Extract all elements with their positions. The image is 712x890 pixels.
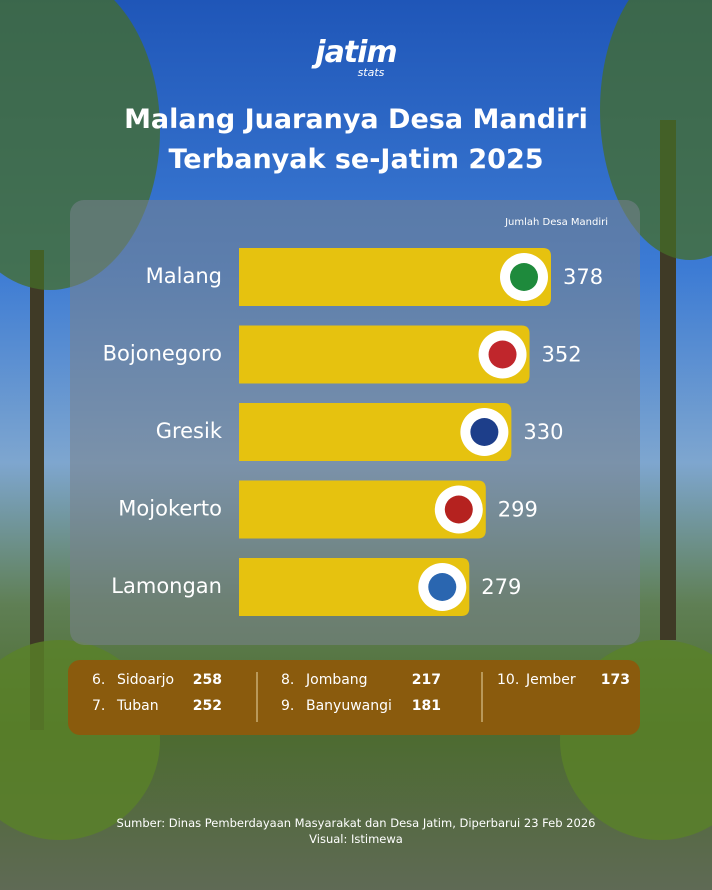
footer: Sumber: Dinas Pemberdayaan Masyarakat da… bbox=[0, 815, 712, 847]
region-value: 217 bbox=[412, 672, 441, 688]
rank: 9. bbox=[281, 698, 294, 714]
emblem-core bbox=[488, 340, 517, 369]
category-label: Lamongan bbox=[111, 574, 222, 598]
brand-tag: stats bbox=[357, 66, 385, 79]
tree bbox=[30, 250, 44, 730]
value-label: 279 bbox=[481, 575, 521, 599]
logo: jatim stats bbox=[0, 35, 712, 79]
axis-label: Jumlah Desa Mandiri bbox=[504, 217, 608, 228]
region-name: Banyuwangi bbox=[306, 698, 392, 714]
value-label: 378 bbox=[563, 265, 603, 289]
region-value: 252 bbox=[193, 698, 222, 714]
source: Sumber: Dinas Pemberdayaan Masyarakat da… bbox=[116, 816, 596, 830]
brand-name: jatim bbox=[315, 35, 397, 70]
bar bbox=[239, 403, 512, 461]
rank: 8. bbox=[281, 672, 294, 688]
value-label: 299 bbox=[498, 498, 538, 522]
emblem-core bbox=[428, 573, 457, 601]
rank: 6. bbox=[92, 672, 105, 688]
region-name: Sidoarjo bbox=[117, 672, 174, 688]
value-label: 330 bbox=[523, 420, 563, 444]
rank: 10. bbox=[497, 672, 519, 688]
region-name: Jember bbox=[525, 672, 576, 688]
rank: 7. bbox=[92, 698, 105, 714]
visual-credit: Visual: Istimewa bbox=[309, 832, 403, 846]
emblem-core bbox=[510, 263, 538, 291]
category-label: Mojokerto bbox=[118, 497, 222, 521]
bar bbox=[239, 480, 486, 539]
region-value: 173 bbox=[601, 672, 630, 688]
region-name: Tuban bbox=[116, 698, 159, 714]
value-label: 352 bbox=[542, 343, 582, 367]
bar bbox=[239, 558, 470, 616]
bar bbox=[239, 325, 530, 384]
emblem-core bbox=[470, 418, 499, 446]
category-label: Gresik bbox=[156, 419, 223, 443]
region-value: 258 bbox=[193, 672, 222, 688]
chart-title: Malang Juaranya Desa Mandiri Terbanyak s… bbox=[124, 104, 588, 175]
category-label: Malang bbox=[146, 264, 222, 288]
region-value: 181 bbox=[412, 698, 441, 714]
others-panel bbox=[68, 660, 640, 735]
emblem-core bbox=[444, 495, 473, 524]
bar bbox=[239, 248, 551, 306]
category-label: Bojonegoro bbox=[103, 342, 222, 366]
region-name: Jombang bbox=[305, 672, 368, 688]
